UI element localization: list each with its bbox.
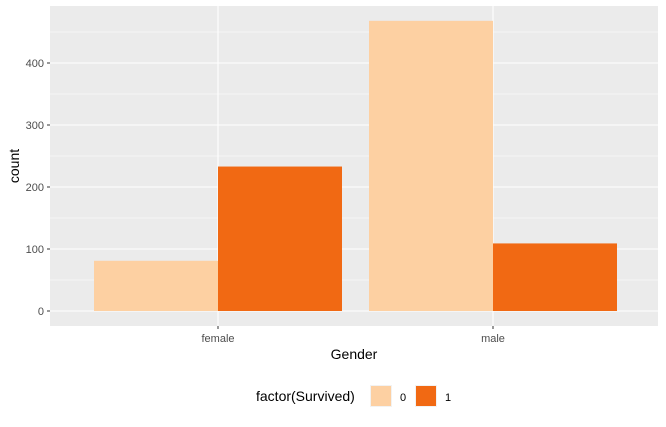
bar-male-1 (493, 243, 617, 311)
x-axis-title: Gender (331, 346, 378, 362)
legend-label-0: 0 (400, 392, 406, 404)
legend-label-1: 1 (445, 392, 451, 404)
x-axis-ticks: female male (201, 326, 505, 345)
y-tick-label: 300 (26, 120, 44, 132)
bar-female-0 (94, 260, 218, 311)
y-axis-title: count (6, 149, 22, 183)
bar-male-0 (369, 20, 493, 312)
legend: factor(Survived) 0 1 (256, 385, 451, 407)
y-tick-label: 200 (26, 182, 44, 194)
bar-female-1 (218, 166, 342, 311)
y-tick-label: 0 (38, 306, 44, 318)
y-tick-label: 400 (26, 58, 44, 70)
x-tick-label: female (201, 333, 234, 345)
y-axis-ticks: 0 100 200 300 400 (26, 58, 50, 318)
legend-title: factor(Survived) (256, 388, 355, 404)
legend-key-0 (371, 386, 391, 406)
y-tick-label: 100 (26, 244, 44, 256)
legend-key-1 (416, 386, 436, 406)
x-tick-label: male (481, 333, 505, 345)
bars (94, 20, 617, 312)
